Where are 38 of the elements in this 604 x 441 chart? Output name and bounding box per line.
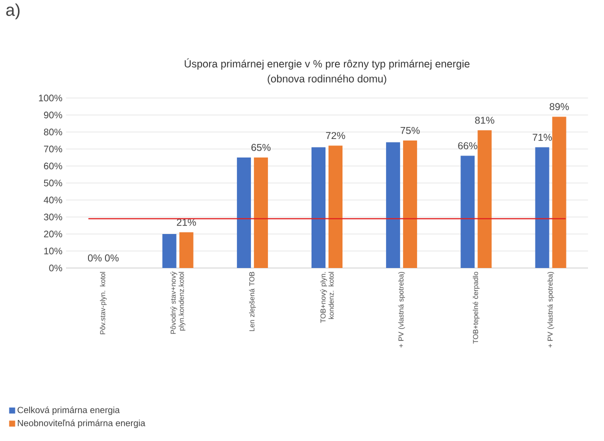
y-tick-label: 70%	[44, 146, 62, 152]
bar	[386, 142, 400, 268]
bar	[236, 158, 251, 268]
y-tick-label: 40%	[44, 196, 62, 204]
bar	[535, 147, 550, 268]
chart-title: Úspora primárnej energie v % pre rôzny typ primárnej energie	[184, 58, 470, 70]
data-label: 71%	[532, 134, 552, 141]
data-label: 21%	[176, 218, 196, 226]
data-label: 81%	[475, 116, 494, 124]
bar	[478, 130, 492, 268]
y-tick-label: 100%	[38, 94, 62, 102]
y-tick-label: 60%	[44, 162, 62, 170]
data-label: 72%	[326, 132, 346, 140]
data-label: 65%	[251, 144, 271, 151]
data-label: 0%	[88, 254, 102, 262]
y-tick-label: 0%	[49, 264, 62, 272]
bar	[552, 116, 566, 268]
y-tick-label: 80%	[44, 128, 62, 136]
bar	[254, 158, 268, 268]
data-label: 75%	[400, 126, 420, 134]
text: a)	[6, 4, 20, 20]
bar	[328, 146, 342, 268]
bar	[312, 147, 326, 268]
bar	[162, 234, 176, 268]
y-tick-label: 30%	[44, 214, 62, 220]
bar	[179, 232, 194, 268]
legend-label: Neobnoviteľná primárna energia	[18, 420, 146, 428]
bar	[403, 140, 418, 268]
legend-label: Celková primárna energia	[18, 406, 120, 415]
y-tick-label: 20%	[44, 230, 62, 238]
y-tick-label: 50%	[44, 180, 62, 186]
data-label: 66%	[458, 142, 478, 150]
y-tick-label: 90%	[44, 112, 62, 118]
data-label: 0%	[104, 254, 119, 262]
chart-subtitle: (obnova rodinného domu)	[268, 74, 386, 85]
bar	[460, 156, 475, 268]
y-tick-label: 10%	[44, 248, 62, 254]
data-label: 89%	[550, 103, 569, 110]
